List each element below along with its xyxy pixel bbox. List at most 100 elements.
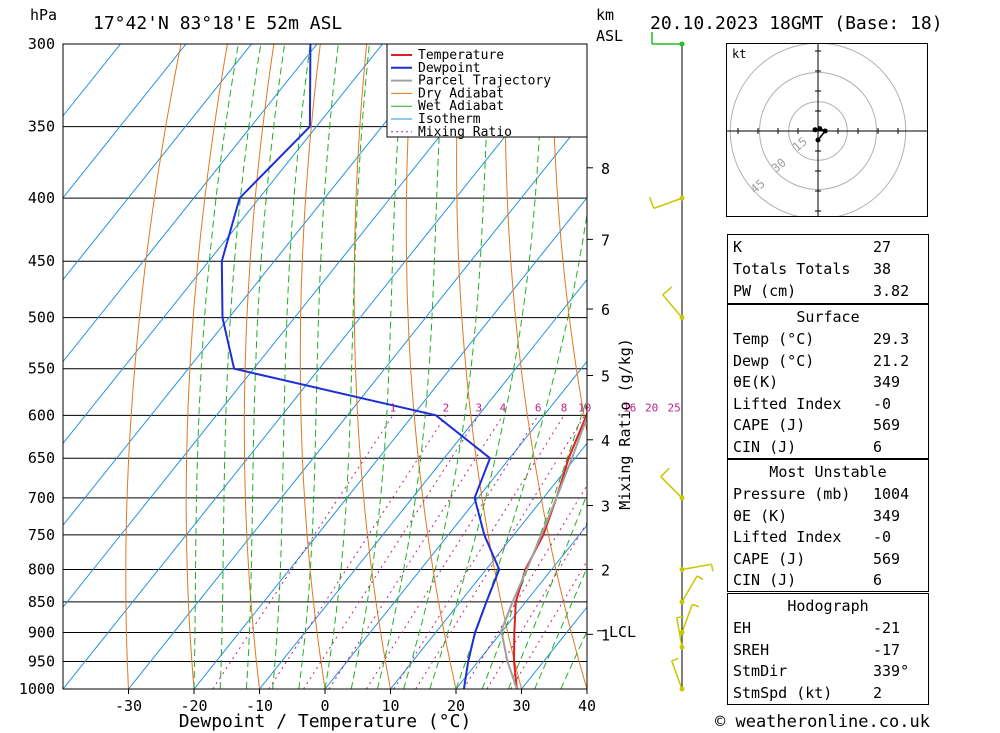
index-label: Dewp (°C) [733,351,815,370]
index-value: -17 [873,640,901,659]
temp-tick-label: -10 [246,697,273,715]
isotherm-line [324,360,587,689]
height-tick-label: 3 [601,498,610,516]
plot-frame [62,43,588,690]
pressure-tick-label: 450 [28,252,55,270]
index-row: Lifted Index -0 [728,526,928,548]
wet-adiabat-line [403,44,491,689]
wind-barb-flag [660,467,670,478]
index-row: K 27 [728,236,928,258]
temp-tick-label: 20 [447,697,465,715]
legend-label: Dry Adiabat [418,86,504,101]
indices-panel-surface: Surface Temp (°C) 29.3 Dewp (°C) 21.2 θE(K) 3… [727,304,929,459]
wind-barb-flag [662,286,673,296]
index-value: -0 [873,394,892,413]
isotherm-line [63,44,121,117]
wind-barb-flag [696,575,704,581]
legend-label: Temperature [418,48,504,63]
index-label: StmSpd (kt) [733,683,833,702]
wind-barb-flag [692,603,700,608]
pressure-tick-label: 700 [28,489,55,507]
pressure-tick-label: 300 [28,35,55,53]
pressure-tick-label: 400 [28,189,55,207]
hodograph-point [812,127,818,133]
index-label: K [733,238,743,256]
index-row: θE(K) 349 [728,371,928,393]
index-row: Temp (°C) 29.3 [728,328,928,350]
datetime-title: 20.10.2023 18GMT (Base: 18) [650,13,943,34]
index-label: SREH [733,640,770,659]
dewpoint-profile [220,44,501,689]
wind-barb-shaft [662,294,683,319]
chart-grid [63,44,1000,689]
wet-adiabat-line [272,44,311,689]
chart-series [220,44,587,689]
dry-adiabat-line [353,44,391,689]
location-title: 17°42'N 83°18'E 52m ASL [93,13,342,34]
isotherm-line [128,115,587,689]
isotherm-line [63,44,449,527]
index-label: CAPE (J) [733,549,806,568]
pressure-tick-label: 900 [28,624,55,642]
isotherm-line [193,196,587,689]
pressure-tick-label: 800 [28,560,55,578]
dry-adiabat-line [243,44,275,689]
index-row: θE (K) 349 [728,505,928,527]
index-value: 27 [873,238,892,256]
index-value: 339° [873,662,910,680]
index-value: 349 [873,506,901,525]
height-tick-label: 5 [601,367,610,385]
wind-barb-flag [710,564,714,572]
index-row: Dewp (°C) 21.2 [728,350,928,372]
temp-tick-label: 10 [381,697,399,715]
dry-adiabat-line [185,44,228,689]
index-value: 29.3 [873,330,910,348]
isotherm-line [63,44,252,281]
index-row: Totals Totals 38 [728,258,928,280]
mixing-ratio-label: 8 [561,401,568,414]
pressure-tick-label: 950 [28,653,55,671]
temp-tick-label: 30 [512,697,530,715]
index-row: CAPE (J) 569 [728,548,928,570]
index-label: Temp (°C) [733,330,815,348]
chart-axes: 1 2 3 4 6 8 10 16 20 2530035040045050055060065070… [19,35,681,715]
index-row: EH -21 [728,617,928,639]
index-row: StmDir 339° [728,660,928,682]
wet-adiabat-line [298,44,339,689]
pressure-tick-label: 550 [28,360,55,378]
hodograph-point [822,128,828,134]
dry-adiabat-line [924,44,1000,689]
index-value: -21 [873,619,901,637]
hodograph-title: Hodograph [787,597,869,615]
mixing-ratio-label: 10 [578,401,591,414]
wet-adiabat-line [350,44,405,689]
index-label: Lifted Index [733,394,842,413]
pressure-tick-label: 600 [28,406,55,424]
legend-label: Dewpoint [418,61,481,76]
wind-barb-shaft [681,604,693,633]
index-label: PW (cm) [733,282,797,300]
mixing-ratio-line [212,415,394,689]
wind-barb-shaft [660,476,683,499]
wet-adiabat-line [376,44,445,689]
legend-label: Wet Adiabat [418,99,504,114]
wind-barb-shaft [676,617,683,648]
wet-adiabat-line [429,44,545,689]
index-label: θE(K) [733,373,779,391]
wind-barb-flag [649,196,655,209]
isotherm-line [259,278,587,689]
legend-label: Isotherm [418,112,481,127]
mixing-ratio-line [268,415,447,689]
index-row: PW (cm) 3.82 [728,280,928,302]
wet-adiabat-line [245,44,286,689]
wet-adiabat-line [219,44,262,689]
index-value: 38 [873,260,892,278]
wet-adiabat-line [481,397,587,689]
mixing-ratio-label: 6 [535,401,542,414]
pressure-tick-label: 850 [28,593,55,611]
hodograph-unit: kt [732,47,746,61]
index-row: Pressure (mb) 1004 [728,483,928,505]
index-row: SREH -17 [728,639,928,661]
index-value: 21.2 [873,351,910,370]
index-value: 1004 [873,485,910,503]
